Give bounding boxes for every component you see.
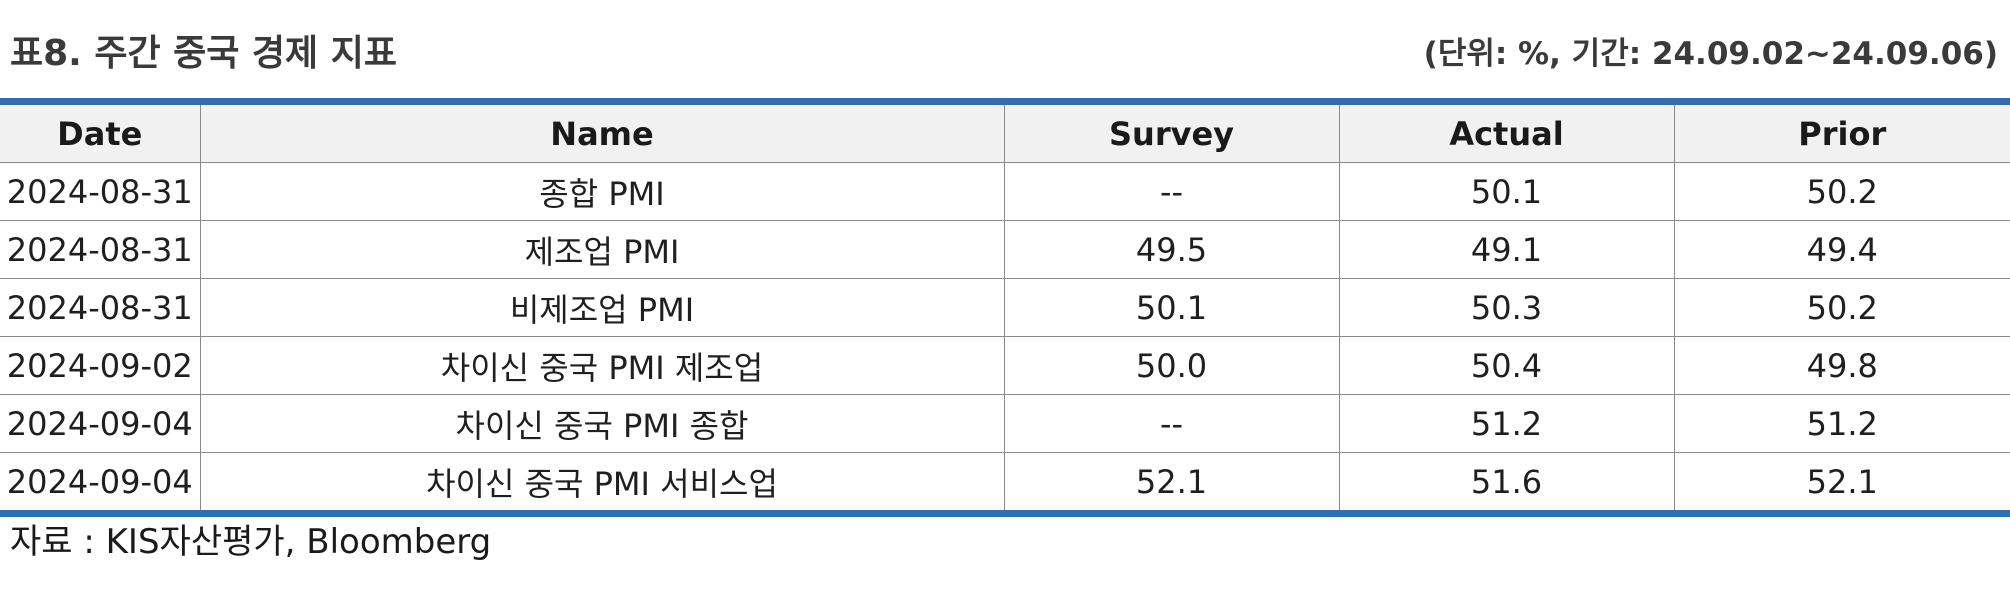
column-header-survey: Survey: [1003, 101, 1339, 163]
cell-name: 차이신 중국 PMI 종합: [199, 394, 1004, 453]
cell-date: 2024-08-31: [0, 278, 200, 337]
table-header-area: 표8. 주간 중국 경제 지표 (단위: %, 기간: 24.09.02~24.…: [0, 0, 2010, 100]
table-row: 2024-09-04 차이신 중국 PMI 종합 -- 51.2 51.2: [0, 394, 2010, 453]
table-row: 2024-09-02 차이신 중국 PMI 제조업 50.0 50.4 49.8: [0, 336, 2010, 395]
cell-prior: 51.2: [1673, 394, 2010, 453]
cell-survey: 50.0: [1003, 336, 1339, 395]
cell-name: 제조업 PMI: [199, 220, 1004, 279]
cell-date: 2024-09-04: [0, 394, 200, 453]
cell-survey: 50.1: [1003, 278, 1339, 337]
column-header-date: Date: [0, 101, 200, 163]
column-header-actual: Actual: [1338, 101, 1674, 163]
china-economic-indicators-table: Date Name Survey Actual Prior 2024-08-31…: [0, 98, 2010, 517]
column-header-name: Name: [199, 101, 1004, 163]
table-row: 2024-08-31 종합 PMI -- 50.1 50.2: [0, 162, 2010, 221]
cell-prior: 50.2: [1673, 278, 2010, 337]
cell-prior: 52.1: [1673, 452, 2010, 514]
cell-survey: 49.5: [1003, 220, 1339, 279]
table-row: 2024-08-31 비제조업 PMI 50.1 50.3 50.2: [0, 278, 2010, 337]
cell-survey: 52.1: [1003, 452, 1339, 514]
column-header-prior: Prior: [1673, 101, 2010, 163]
cell-survey: --: [1003, 394, 1339, 453]
cell-actual: 50.1: [1338, 162, 1674, 221]
table-row: 2024-09-04 차이신 중국 PMI 서비스업 52.1 51.6 52.…: [0, 452, 2010, 514]
cell-date: 2024-08-31: [0, 220, 200, 279]
cell-date: 2024-09-02: [0, 336, 200, 395]
cell-actual: 51.6: [1338, 452, 1674, 514]
cell-prior: 49.4: [1673, 220, 2010, 279]
cell-actual: 51.2: [1338, 394, 1674, 453]
cell-name: 종합 PMI: [199, 162, 1004, 221]
table-title: 표8. 주간 중국 경제 지표: [10, 33, 397, 74]
cell-date: 2024-09-04: [6, 462, 193, 501]
cell-date: 2024-08-31: [0, 162, 200, 221]
table-wrapper: Date Name Survey Actual Prior 2024-08-31…: [0, 98, 2010, 517]
cell-actual: 50.4: [1338, 336, 1674, 395]
table-row: 2024-08-31 제조업 PMI 49.5 49.1 49.4: [0, 220, 2010, 279]
cell-actual: 49.1: [1338, 220, 1674, 279]
unit-period-note: (단위: %, 기간: 24.09.02~24.09.06): [1423, 36, 1998, 72]
cell-name: 차이신 중국 PMI 서비스업: [199, 452, 1004, 514]
cell-prior: 49.8: [1673, 336, 2010, 395]
cell-survey: --: [1003, 162, 1339, 221]
cell-actual: 50.3: [1338, 278, 1674, 337]
table-header-row: Date Name Survey Actual Prior: [0, 101, 2010, 163]
source-note: 자료 : KIS자산평가, Bloomberg: [10, 522, 492, 562]
cell-prior: 50.2: [1673, 162, 2010, 221]
cell-name: 차이신 중국 PMI 제조업: [199, 336, 1004, 395]
cell-name: 비제조업 PMI: [199, 278, 1004, 337]
